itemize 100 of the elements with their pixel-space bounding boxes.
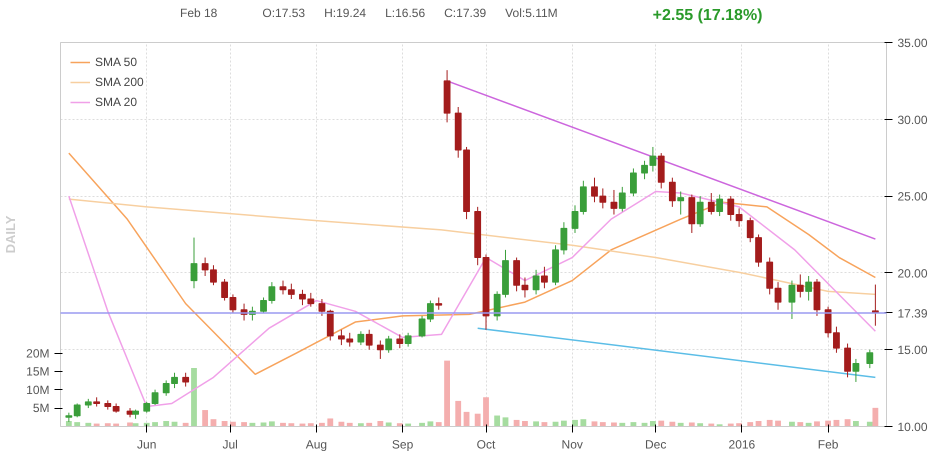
line-series: [68, 190, 876, 408]
candlestick: [541, 266, 548, 289]
bar: [533, 421, 539, 426]
line-series: [68, 152, 876, 376]
bar: [427, 421, 434, 426]
bar: [132, 423, 139, 426]
bar: [669, 422, 676, 426]
candlestick: [357, 330, 364, 346]
candlestick: [716, 194, 724, 217]
text: O:17.53: [262, 5, 306, 22]
x-tick-label: Feb: [818, 438, 839, 452]
bar: [514, 420, 520, 426]
candlestick: [132, 409, 140, 420]
text: H:19.24: [324, 5, 366, 22]
x-tick-label: Aug: [306, 438, 328, 452]
bar: [268, 421, 275, 426]
bar: [358, 423, 364, 426]
y2-tick-label: 10M: [26, 382, 50, 397]
bar: [338, 422, 344, 426]
candlestick: [788, 280, 796, 320]
candlestick: [182, 372, 190, 388]
text: Feb 18: [180, 5, 218, 22]
text: L:16.56: [385, 5, 426, 22]
x-tick-label: Sep: [392, 438, 414, 452]
candlestick: [84, 398, 92, 409]
line-series: [68, 198, 876, 296]
y-tick-label: 15.00: [898, 343, 928, 358]
bar: [494, 416, 500, 426]
candlestick: [190, 237, 198, 289]
y-tick-label: 35.00: [898, 36, 928, 50]
bar: [697, 423, 704, 426]
bar: [872, 408, 878, 426]
x-tick-label: Dec: [644, 438, 666, 452]
candlestick: [404, 332, 412, 348]
bar: [580, 419, 586, 426]
bar: [756, 421, 762, 426]
candlestick: [532, 269, 540, 295]
bar: [502, 417, 508, 426]
candlestick: [630, 168, 637, 197]
bar: [66, 421, 72, 426]
bar: [230, 422, 236, 426]
bar: [852, 421, 859, 426]
x-tick-label: Jun: [137, 438, 156, 452]
x-tick-label: Nov: [562, 438, 583, 452]
text: Vol:5.11M: [505, 5, 558, 22]
legend-label: SMA 50: [95, 55, 138, 69]
bar: [522, 421, 528, 426]
bar: [202, 410, 208, 426]
bar: [241, 422, 247, 426]
bar: [288, 423, 294, 426]
x-tick-label: 2016: [728, 438, 756, 452]
bar: [844, 419, 850, 426]
bar: [552, 422, 558, 426]
candlestick: [796, 274, 804, 298]
candlestick: [385, 335, 392, 354]
x-tick-label: Jul: [222, 438, 238, 452]
candlestick: [708, 192, 715, 216]
text: C:17.39: [444, 5, 486, 22]
bar: [474, 414, 481, 426]
y-tick-label: 25.00: [898, 190, 928, 204]
y-tick-label: 30.00: [898, 112, 928, 127]
text: +2.55 (17.18%): [652, 6, 763, 26]
candlestick: [599, 188, 606, 209]
candlestick: [677, 190, 684, 216]
candlestick: [668, 177, 676, 208]
bar: [542, 422, 548, 426]
y-tick-label: 10.00: [898, 420, 928, 434]
candlestick: [93, 396, 100, 408]
y2-tick-label: 5M: [32, 401, 50, 416]
y2-tick-label: 15M: [26, 364, 50, 379]
candlestick: [844, 343, 851, 378]
bar: [455, 400, 462, 426]
candlestick: [866, 349, 874, 369]
bar: [825, 420, 832, 426]
bar: [630, 422, 636, 426]
bar: [152, 422, 158, 426]
bar: [483, 397, 489, 426]
candlestick: [805, 275, 812, 302]
candlestick: [435, 296, 442, 310]
bar: [210, 419, 216, 426]
bar: [834, 420, 840, 426]
candlestick: [376, 340, 384, 360]
bar: [572, 420, 578, 426]
candlestick: [418, 315, 426, 338]
bar: [464, 412, 470, 426]
bar: [789, 422, 795, 426]
bar: [560, 420, 567, 426]
candlestick: [696, 196, 704, 228]
candlestick: [396, 334, 404, 349]
bar: [191, 368, 197, 426]
y-tick-label: 20.00: [898, 266, 928, 280]
bar: [444, 360, 450, 426]
candlestick: [366, 329, 373, 350]
candlestick: [618, 186, 626, 212]
bar: [814, 421, 820, 426]
candlestick: [591, 177, 598, 203]
ref-line-label: 17.39: [898, 306, 928, 320]
x-tick-label: Oct: [476, 438, 496, 452]
y2-tick-label: 20M: [26, 346, 50, 360]
candlestick: [610, 189, 618, 216]
